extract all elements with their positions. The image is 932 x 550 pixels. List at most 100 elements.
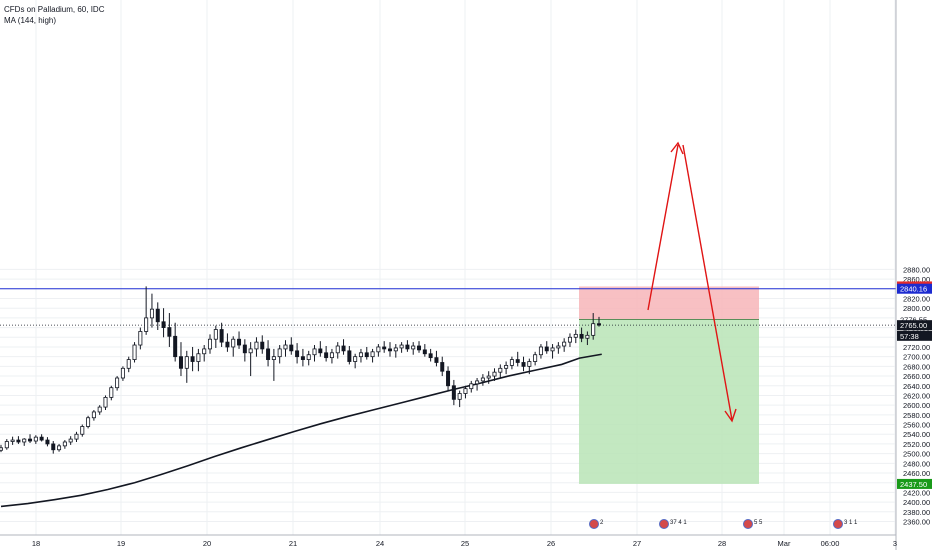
price-tick-label: 2520.00 (903, 440, 930, 449)
candle (417, 341, 422, 353)
candle-body (208, 338, 213, 350)
candle (405, 340, 410, 352)
grid (0, 0, 896, 535)
candle-body (428, 353, 433, 359)
event-flag-icon: 5 5 (743, 519, 763, 529)
drawn-arrows[interactable] (647, 141, 737, 423)
candle (312, 345, 317, 362)
candle-body (45, 439, 50, 445)
time-axis[interactable]: 18 19 20 21 24 25 26 27 28 Mar 06:00 3 (0, 534, 897, 548)
candle-body (103, 396, 108, 408)
candle (74, 431, 79, 442)
candle (231, 336, 236, 357)
candle (132, 342, 137, 363)
candle (138, 327, 143, 350)
candle-body (515, 359, 520, 363)
candle (167, 313, 172, 347)
flag-circle (659, 519, 669, 529)
candle-body (0, 447, 4, 451)
candle-body (562, 341, 567, 347)
time-tick-label: 3 (893, 539, 897, 548)
candle-body (4, 441, 9, 449)
time-tick-label: 26 (547, 539, 555, 548)
price-axis[interactable]: 2360.002380.002400.002420.002440.002460.… (895, 0, 932, 550)
flag-circle (589, 519, 599, 529)
candle (475, 377, 480, 391)
countdown-tag: 57:38 (900, 332, 919, 341)
candle (544, 341, 549, 354)
candle-body (457, 393, 462, 400)
candle (422, 344, 427, 357)
candle (196, 348, 201, 372)
candle (504, 361, 509, 375)
candle (463, 385, 468, 399)
candle-body (295, 350, 300, 358)
flag-circle (743, 519, 753, 529)
event-flags[interactable]: 2 37 4 1 5 5 3 1 1 (589, 519, 859, 529)
candle-body (173, 335, 178, 358)
candle-body (190, 356, 195, 362)
price-tick-label: 2880.00 (903, 265, 930, 274)
candle (10, 436, 15, 445)
candle (562, 338, 567, 352)
ma-legend[interactable]: MA (144, high) (4, 16, 57, 25)
candle-body (68, 438, 73, 443)
candle-body (538, 346, 543, 356)
price-tick-label: 2420.00 (903, 488, 930, 497)
stop-loss-zone (579, 286, 759, 320)
candle-body (277, 348, 282, 358)
candle (120, 366, 125, 381)
candle (260, 335, 265, 354)
down-arrow-head (724, 408, 737, 423)
take-profit-zone (579, 319, 759, 484)
candle-body (544, 346, 549, 352)
line-price-tag-bg (897, 283, 932, 294)
risk-reward-zones[interactable] (579, 286, 759, 484)
candle (434, 350, 439, 367)
candle-body (411, 345, 416, 350)
horizontal-lines[interactable] (0, 288, 896, 326)
target-price-tag: 2437.50 (900, 480, 927, 489)
candlesticks (0, 286, 602, 454)
target-price-tag-bg (897, 478, 932, 489)
symbol-title[interactable]: CFDs on Palladium, 60, IDC (4, 5, 105, 14)
price-tick-label: 2820.00 (903, 294, 930, 303)
candle (115, 376, 120, 391)
candle (45, 437, 50, 447)
candle-body (364, 352, 369, 358)
candle (202, 345, 207, 362)
candle-body (469, 383, 474, 390)
candle (515, 351, 520, 367)
candle (266, 340, 271, 367)
candle (0, 444, 4, 453)
time-tick-label: 25 (461, 539, 469, 548)
candle-body (97, 406, 102, 413)
candle (51, 441, 56, 454)
candle-body (271, 356, 276, 360)
candle-body (393, 347, 398, 352)
candle (213, 325, 218, 348)
candle (86, 415, 91, 429)
price-tick-label: 2680.00 (903, 362, 930, 371)
candle-body (132, 344, 137, 360)
candle (451, 379, 456, 406)
chart-legend: CFDs on Palladium, 60, IDC MA (144, high… (4, 4, 104, 26)
candle-body (341, 345, 346, 352)
candle-body (266, 348, 271, 360)
candle-body (91, 411, 96, 419)
last-price-tag: 2765.00 (900, 321, 927, 330)
candle-body (231, 338, 236, 348)
candle (144, 286, 149, 335)
candle (329, 348, 334, 364)
flag-label: 37 4 1 (670, 520, 687, 526)
candle-body (382, 346, 387, 350)
candle-body (475, 380, 480, 385)
price-tick-label: 2620.00 (903, 391, 930, 400)
candle-body (149, 308, 154, 319)
candle (457, 390, 462, 408)
candle (22, 438, 27, 446)
candle-body (591, 323, 596, 336)
candle (4, 439, 9, 450)
candle (347, 346, 352, 365)
